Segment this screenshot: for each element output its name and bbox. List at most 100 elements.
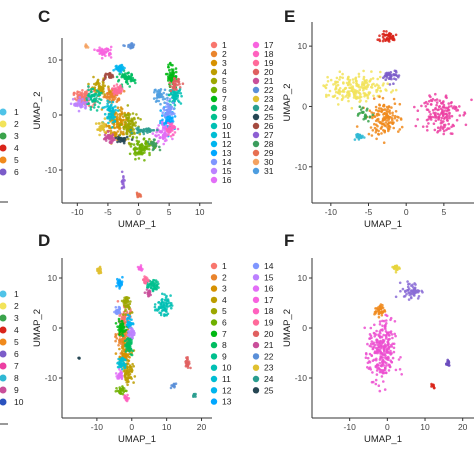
cluster-9-point	[152, 278, 155, 282]
cluster-17-point	[93, 48, 96, 51]
cluster-20-point	[173, 77, 176, 80]
cluster-yellow-point	[322, 84, 325, 87]
cluster-6-point	[143, 159, 146, 162]
x-tick-label: -5	[365, 207, 373, 217]
legend-swatch	[210, 330, 218, 337]
cluster-10-point	[179, 102, 183, 105]
cluster-23-point	[94, 122, 98, 125]
cluster-orange-point	[383, 310, 387, 313]
cluster-magenta-point	[370, 336, 373, 340]
cluster-16-point	[120, 371, 123, 375]
cluster-yellow-point	[355, 82, 358, 85]
cluster-magenta-point	[433, 113, 437, 116]
cluster-red-top-point	[388, 40, 391, 43]
cluster-magenta-point	[368, 337, 371, 340]
cluster-31-point	[152, 97, 156, 100]
legend-swatch	[252, 158, 260, 166]
x-tick-label: 5	[167, 207, 172, 217]
legend-swatch	[252, 59, 260, 67]
cluster-magenta-point	[442, 120, 445, 123]
cluster-16-point	[162, 142, 165, 146]
legend-label: 3	[14, 131, 19, 141]
legend-label: 31	[264, 166, 274, 176]
cluster-magenta-point	[369, 326, 373, 330]
cluster-magenta-point	[425, 125, 429, 128]
x-tick-label: 10	[420, 422, 430, 432]
cluster-purple-top-point	[394, 295, 398, 299]
legend-swatch	[210, 308, 218, 315]
cluster-orange-point	[385, 114, 388, 117]
cluster-magenta-point	[449, 101, 453, 105]
cluster-11-point	[117, 357, 120, 361]
cluster-orange-point	[376, 310, 380, 313]
cluster-8-point	[130, 340, 133, 343]
cluster-15-point	[77, 109, 81, 113]
cluster-magenta-point	[446, 109, 449, 113]
cluster-magenta-point	[447, 122, 451, 126]
cluster-magenta-point	[384, 327, 387, 331]
cluster-2-point	[116, 98, 120, 101]
cluster-yellow-point	[362, 75, 366, 79]
cluster-10-point	[179, 92, 183, 95]
cluster-31-point	[159, 88, 163, 91]
cluster-magenta-point	[385, 356, 389, 360]
cluster-orange-point	[380, 310, 383, 314]
cluster-19-point	[115, 92, 119, 96]
cluster-magenta-point	[393, 320, 397, 323]
cluster-6-point	[148, 151, 151, 155]
cluster-15-point	[132, 331, 135, 334]
cluster-10-point	[169, 294, 172, 297]
cluster-magenta-point	[443, 109, 447, 112]
y-tick-label: 0	[302, 101, 307, 111]
cluster-orange-point	[379, 127, 383, 130]
cluster-28-point	[151, 148, 155, 152]
cluster-18-point	[167, 129, 171, 133]
cluster-8-point	[126, 342, 130, 346]
cluster-red-top-point	[381, 33, 385, 36]
cluster-6-point	[128, 152, 132, 156]
cluster-magenta-point	[381, 360, 384, 364]
cluster-6-point	[147, 148, 151, 151]
cluster-magenta-point	[386, 332, 390, 336]
cluster-7-point	[174, 67, 178, 70]
legend-swatch	[0, 144, 7, 152]
y-axis-title: UMAP_2	[32, 309, 43, 347]
cluster-purple-point	[385, 76, 389, 79]
cluster-5-point	[122, 313, 125, 316]
cluster-18-point	[167, 125, 171, 129]
legend-label: 17	[264, 295, 274, 305]
cluster-magenta-point	[448, 116, 451, 120]
cluster-4-point	[123, 374, 127, 377]
cluster-orange-point	[371, 129, 375, 132]
cluster-magenta-point	[442, 129, 446, 133]
cluster-5-point	[124, 308, 127, 311]
cluster-15-point	[76, 103, 79, 107]
cluster-yellow-point	[375, 83, 379, 86]
cluster-magenta-point	[398, 368, 402, 371]
cluster-magenta-point	[429, 103, 433, 106]
cluster-yellow-point	[354, 77, 357, 80]
cluster-6-point	[118, 391, 122, 395]
y-axis-title: UMAP_2	[282, 83, 293, 121]
cluster-10-point	[164, 296, 168, 300]
legend-swatch	[210, 149, 218, 157]
cluster-16-point	[161, 123, 164, 126]
cluster-magenta-point	[379, 339, 383, 343]
legend-label: 13	[222, 148, 232, 158]
cluster-28-point	[152, 138, 156, 141]
cluster-orange-point	[381, 96, 385, 100]
cluster-magenta-point	[373, 323, 376, 327]
cluster-magenta-point	[368, 352, 372, 356]
cluster-magenta-point	[375, 369, 379, 372]
cluster-magenta-point	[375, 341, 378, 344]
cluster-10-point	[164, 304, 168, 307]
cluster-magenta-point	[426, 129, 429, 132]
cluster-5-point	[122, 127, 126, 131]
legend-label: 14	[222, 157, 232, 167]
cluster-magenta-point	[447, 105, 451, 108]
cluster-yellow-point	[348, 93, 351, 97]
cluster-14-point	[172, 107, 176, 111]
cluster-7-point	[117, 328, 120, 332]
cluster-purple-top-point	[398, 281, 402, 285]
cluster-magenta-point	[364, 352, 368, 355]
